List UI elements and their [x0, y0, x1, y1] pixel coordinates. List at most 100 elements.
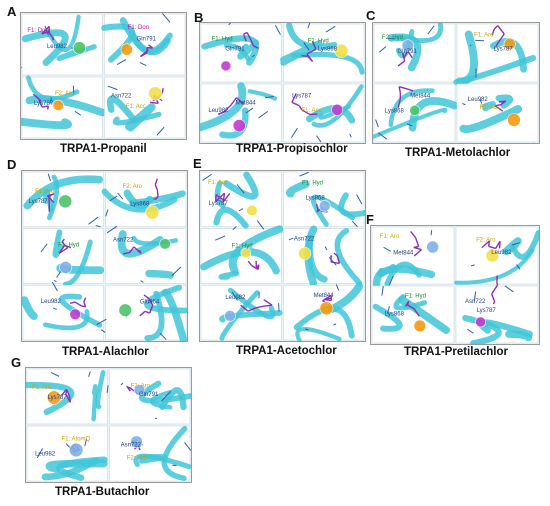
residue-stick [430, 230, 433, 236]
ligand-bond [253, 45, 259, 49]
ligand-bond [492, 301, 496, 305]
residue-stick [388, 275, 394, 286]
residue-stick [84, 438, 88, 447]
residue-label: Leu982 [41, 299, 62, 305]
residue-stick [333, 323, 337, 326]
ligand-bond [214, 194, 217, 202]
protein-ribbon [149, 390, 173, 410]
protein-ribbon [123, 189, 154, 209]
protein-ribbon [129, 29, 173, 55]
ligand-bond [491, 293, 496, 302]
subpanel-tile [104, 13, 186, 76]
pharmacophore-sphere [401, 39, 414, 52]
feature-label: F2: Hyd [382, 35, 403, 41]
protein-ribbon [213, 206, 249, 229]
residue-stick [74, 110, 82, 116]
residue-label: Lys787 [48, 395, 68, 401]
ligand-bond [240, 304, 249, 312]
residue-stick [159, 332, 167, 340]
ligand-bond [397, 98, 401, 108]
ligand-bond [139, 310, 146, 317]
residue-stick [470, 44, 472, 47]
residue-stick [161, 390, 171, 402]
docking-drawing: F1: Aro F2: Aro F1: Hyd Asn722 Met844 Leu982 L… [371, 226, 539, 344]
protein-ribbon [295, 326, 342, 341]
ligand-bond [497, 25, 505, 35]
protein-ribbon [481, 101, 496, 112]
pharmacophore-sphere [59, 261, 73, 274]
residue-label: Leu982 [35, 452, 56, 458]
residue-label: Met844 [314, 293, 335, 299]
residue-label: Asn722 [111, 93, 132, 99]
residue-stick [328, 257, 337, 266]
residue-stick [274, 25, 281, 35]
pharmacophore-sphere [232, 119, 246, 133]
pharmacophore-sphere [409, 104, 421, 116]
ligand-bond [307, 55, 314, 62]
feature-label: F1: Don [128, 25, 149, 31]
protein-ribbon [26, 75, 80, 102]
ligand-bond [247, 307, 257, 312]
residue-stick [88, 216, 99, 225]
ligand-bond [74, 301, 83, 307]
pharmacophore-sphere [318, 200, 331, 212]
ligand-bond [60, 388, 68, 397]
caption-f: TRPA1-Pretilachlor [404, 346, 508, 358]
ligand-bond [41, 25, 50, 35]
residue-label: Gln791 [397, 49, 417, 55]
residue-label: Gln791 [139, 392, 159, 398]
residue-stick [120, 382, 124, 386]
residue-stick [349, 133, 352, 138]
residue-label: Asn722 [121, 443, 142, 449]
residue-stick [139, 62, 147, 67]
ligand-bond [255, 305, 265, 309]
protein-ribbon [219, 290, 260, 341]
ligand-bond [398, 86, 402, 93]
residue-stick [50, 371, 60, 377]
pharmacophore-sphere [426, 240, 440, 254]
pharmacophore-sphere [331, 103, 344, 116]
panel-a-image: F1: Don F1: Don F2: Aro Asn722 Leu982 Gln791 L… [20, 12, 187, 140]
protein-ribbon [200, 82, 247, 132]
residue-stick [245, 107, 254, 114]
panel-g-image: F1: Aro F2: Aro F1: AtomQ Asn722 Lys787 Gln79… [25, 367, 192, 483]
ligand-bond [129, 246, 135, 253]
residue-stick [36, 448, 44, 459]
pharmacophore-sphere [58, 194, 73, 209]
residue-stick [379, 46, 387, 53]
pharmacophore-sphere [220, 60, 232, 72]
residue-stick [462, 103, 466, 106]
residue-stick [381, 285, 384, 296]
residue-stick [516, 264, 521, 270]
ligand-bond [155, 195, 159, 200]
protein-ribbon [495, 94, 514, 109]
residue-stick [184, 442, 191, 451]
residue-stick [49, 97, 52, 104]
residue-stick [288, 237, 294, 241]
ligand-bond [496, 281, 499, 286]
ligand-bond [143, 294, 150, 300]
feature-label: F1: Aro [474, 33, 494, 39]
pharmacophore-sphere [319, 301, 334, 316]
ligand-bond [144, 310, 150, 314]
ligand-bond [263, 299, 273, 306]
residue-label: Met844 [393, 250, 414, 256]
panel-b-image: F1: Hyd F1: Hyd Met844 Lys787 Gln791 Lys868 Le… [199, 22, 366, 144]
subpanel-tile [104, 76, 186, 139]
panel-letter-f: F [366, 212, 374, 227]
ligand-bond [397, 60, 405, 67]
pharmacophore-sphere [503, 37, 516, 50]
caption-d: TRPA1-Alachlor [62, 346, 149, 358]
pharmacophore-sphere [72, 41, 87, 55]
residue-stick [47, 173, 51, 182]
ligand-bond [246, 32, 251, 39]
ligand-bond [402, 52, 406, 62]
residue-stick [202, 173, 212, 181]
feature-label: F1: Hyd [405, 294, 426, 300]
residue-stick [96, 318, 107, 326]
protein-ribbon [218, 270, 240, 280]
feature-label: F1: Hyd [58, 242, 79, 248]
residue-label: Lys868 [385, 311, 405, 317]
pharmacophore-sphere [413, 319, 427, 333]
pharmacophore-sphere [159, 238, 171, 250]
